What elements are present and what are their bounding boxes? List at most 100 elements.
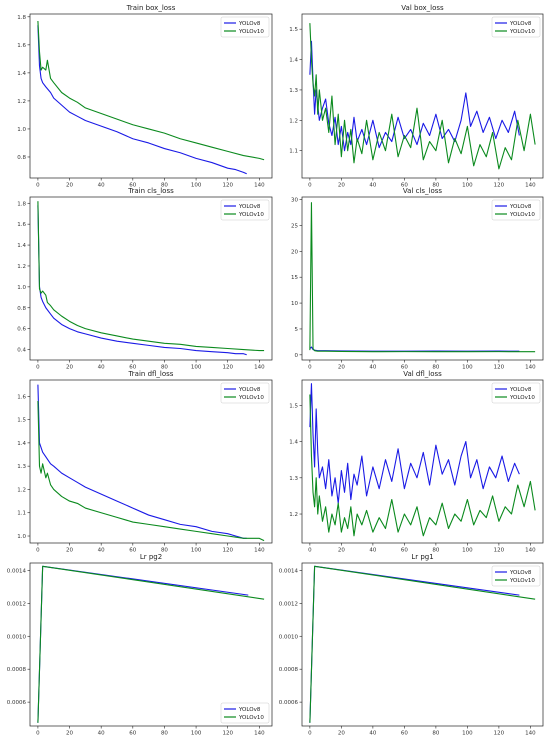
x-tick-label: 40 bbox=[98, 183, 105, 189]
x-tick-label: 40 bbox=[369, 548, 376, 554]
series-line-yolov8 bbox=[37, 25, 247, 175]
y-tick-label: 0.4 bbox=[17, 348, 26, 354]
plot-frame bbox=[29, 562, 273, 727]
plot-frame bbox=[301, 562, 544, 727]
panel-train-dfl-loss: Train dfl_loss 0 20 40 60 80 100 120 140 1.0 1.1 1.… bbox=[17, 370, 273, 554]
y-tick-label: 0.8 bbox=[17, 155, 26, 161]
y-tick-label: 0 bbox=[295, 353, 299, 359]
chart-title: Train dfl_loss bbox=[128, 370, 174, 378]
x-tick-label: 20 bbox=[338, 365, 345, 371]
x-tick-label: 40 bbox=[369, 365, 376, 371]
legend-label-yolov10: YOLOv10 bbox=[509, 578, 535, 584]
x-tick-label: 20 bbox=[66, 183, 73, 189]
y-tick-label: 30 bbox=[291, 198, 298, 204]
plot-frame bbox=[29, 13, 273, 179]
x-tick-label: 20 bbox=[338, 183, 345, 189]
x-tick-label: 100 bbox=[191, 183, 202, 189]
series-line-yolov10 bbox=[37, 565, 265, 723]
panel-val-dfl-loss: Val dfl_loss 0 20 40 60 80 100 120 140 1.2 1.3 1.4 1… bbox=[289, 370, 544, 554]
legend-label-yolov10: YOLOv10 bbox=[509, 29, 535, 35]
legend-label-yolov10: YOLOv10 bbox=[238, 29, 264, 35]
y-tick-label: 1.8 bbox=[17, 15, 26, 21]
x-tick-label: 100 bbox=[462, 365, 473, 371]
panel-train-box-loss: Train box_loss 0 20 40 60 80 100 120 140 0.8 1.0 1.… bbox=[17, 4, 273, 189]
plot-frame bbox=[29, 379, 273, 544]
x-tick-label: 100 bbox=[191, 365, 202, 371]
chart-title: Train box_loss bbox=[126, 4, 176, 12]
y-tick-label: 1.1 bbox=[289, 149, 298, 155]
legend-label-yolov10: YOLOv10 bbox=[238, 715, 264, 721]
x-tick-label: 60 bbox=[401, 365, 408, 371]
y-tick-label: 10 bbox=[291, 301, 298, 307]
x-tick-label: 120 bbox=[494, 548, 505, 554]
y-tick-label: 0.0012 bbox=[279, 601, 298, 607]
x-tick-label: 60 bbox=[129, 183, 136, 189]
x-tick-label: 80 bbox=[432, 183, 439, 189]
y-tick-label: 1.5 bbox=[289, 403, 298, 409]
legend-box bbox=[220, 702, 270, 724]
legend-box bbox=[491, 565, 541, 587]
x-tick-label: 120 bbox=[222, 183, 233, 189]
x-tick-label: 60 bbox=[129, 365, 136, 371]
legend-label-yolov10: YOLOv10 bbox=[509, 212, 535, 218]
plot-frame bbox=[29, 196, 273, 361]
y-tick-label: 15 bbox=[291, 275, 298, 281]
x-tick-label: 120 bbox=[494, 731, 505, 735]
y-tick-label: 1.2 bbox=[17, 487, 26, 493]
x-tick-label: 140 bbox=[525, 548, 536, 554]
x-tick-label: 20 bbox=[338, 548, 345, 554]
x-tick-label: 0 bbox=[308, 183, 312, 189]
panel-val-box-loss: Val box_loss 0 20 40 60 80 100 120 140 1.1 1.2 1.3 1… bbox=[289, 4, 544, 189]
legend-box bbox=[220, 382, 270, 404]
legend-box bbox=[220, 199, 270, 221]
x-tick-label: 0 bbox=[308, 548, 312, 554]
y-tick-label: 1.0 bbox=[17, 534, 26, 540]
x-tick-label: 60 bbox=[401, 183, 408, 189]
x-tick-label: 40 bbox=[98, 548, 105, 554]
y-tick-label: 1.4 bbox=[289, 58, 298, 64]
x-tick-label: 0 bbox=[36, 365, 40, 371]
x-tick-label: 20 bbox=[338, 731, 345, 735]
x-tick-label: 140 bbox=[525, 731, 536, 735]
legend-label-yolov8: YOLOv8 bbox=[238, 387, 261, 393]
x-tick-label: 120 bbox=[494, 365, 505, 371]
legend-label-yolov10: YOLOv10 bbox=[238, 212, 264, 218]
y-tick-label: 1.4 bbox=[17, 441, 26, 447]
series-line-yolov10 bbox=[309, 565, 536, 723]
legend: YOLOv8 YOLOv10 bbox=[220, 382, 270, 404]
y-tick-label: 0.0014 bbox=[7, 568, 27, 574]
chart-title: Val dfl_loss bbox=[403, 370, 442, 378]
x-tick-label: 120 bbox=[494, 183, 505, 189]
y-tick-label: 0.6 bbox=[17, 327, 26, 333]
x-tick-label: 120 bbox=[222, 365, 233, 371]
legend: YOLOv8 YOLOv10 bbox=[491, 565, 541, 587]
legend-label-yolov10: YOLOv10 bbox=[509, 395, 535, 401]
chart-title: Lr pg1 bbox=[411, 553, 433, 561]
y-tick-label: 0.0008 bbox=[279, 667, 299, 673]
legend: YOLOv8 YOLOv10 bbox=[220, 16, 270, 38]
panel-val-cls-loss: Val cls_loss 0 20 40 60 80 100 120 140 0 5 10 15 20 25… bbox=[291, 187, 544, 371]
y-tick-label: 0.0006 bbox=[7, 700, 27, 706]
plot-frame bbox=[301, 379, 544, 544]
series-line-yolov10 bbox=[37, 201, 265, 352]
y-tick-label: 0.0014 bbox=[279, 568, 299, 574]
x-tick-label: 140 bbox=[525, 365, 536, 371]
x-tick-label: 100 bbox=[462, 183, 473, 189]
legend: YOLOv8 YOLOv10 bbox=[491, 199, 541, 221]
x-tick-label: 100 bbox=[191, 548, 202, 554]
x-tick-label: 80 bbox=[161, 365, 168, 371]
y-tick-label: 0.0008 bbox=[7, 667, 27, 673]
y-tick-label: 25 bbox=[291, 223, 298, 229]
x-tick-label: 140 bbox=[254, 548, 265, 554]
legend-label-yolov8: YOLOv8 bbox=[509, 21, 532, 27]
y-tick-label: 5 bbox=[295, 327, 299, 333]
y-tick-label: 1.3 bbox=[289, 476, 298, 482]
x-tick-label: 0 bbox=[308, 731, 312, 735]
y-tick-label: 1.3 bbox=[17, 464, 26, 470]
y-tick-label: 1.3 bbox=[289, 88, 298, 94]
legend-label-yolov8: YOLOv8 bbox=[238, 707, 261, 713]
x-tick-label: 80 bbox=[432, 548, 439, 554]
legend-label-yolov8: YOLOv8 bbox=[509, 204, 532, 210]
y-tick-label: 0.8 bbox=[17, 306, 26, 312]
